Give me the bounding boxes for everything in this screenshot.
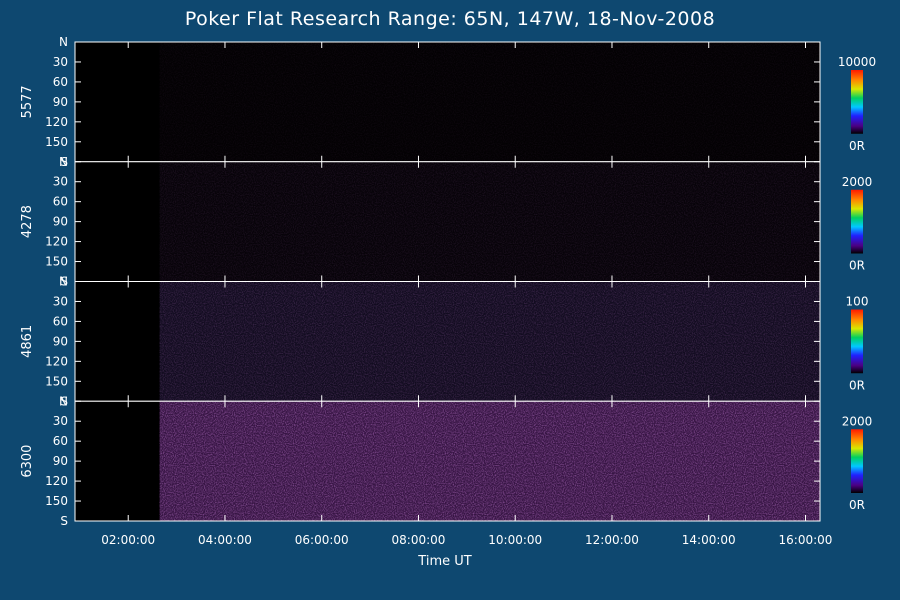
panel-wavelength-label: 4861: [20, 325, 35, 358]
colorbar-max-label: 2000: [842, 175, 873, 189]
panel-4861: N 30 60 90 120 150 S 4861 100 0R: [20, 275, 868, 409]
y-tick-label: 30: [53, 175, 68, 189]
y-tick-label: 150: [45, 374, 68, 388]
colorbar-max-label: 100: [846, 295, 869, 309]
panel-5577: N 30 60 90 120 150 S 5577 10000 0R: [20, 35, 876, 169]
y-tick-label: 60: [53, 75, 68, 89]
x-tick-label: 08:00:00: [392, 533, 446, 547]
y-tick-label: S: [60, 394, 68, 408]
y-tick-label: 60: [53, 434, 68, 448]
x-tick-label: 16:00:00: [779, 533, 833, 547]
panel-4278: N 30 60 90 120 150 S 4278 2000 0R: [20, 155, 872, 289]
colorbar: [851, 429, 863, 493]
emission-speckle: [159, 401, 821, 521]
y-tick-label: S: [60, 275, 68, 289]
colorbar-max-label: 10000: [838, 55, 876, 69]
panel-wavelength-label: 6300: [20, 445, 35, 478]
y-tick-label: S: [60, 514, 68, 528]
chart-title: Poker Flat Research Range: 65N, 147W, 18…: [184, 8, 716, 30]
x-tick-label: 10:00:00: [488, 533, 542, 547]
panel-wavelength-label: 5577: [20, 85, 35, 118]
colorbar: [851, 309, 863, 374]
y-tick-label: 60: [53, 195, 68, 209]
x-tick-label: 02:00:00: [101, 533, 155, 547]
y-tick-label: 60: [53, 314, 68, 328]
y-tick-label: 120: [45, 115, 68, 129]
y-tick-label: 90: [53, 215, 68, 229]
x-tick-label: 06:00:00: [295, 533, 349, 547]
y-tick-label: 150: [45, 135, 68, 149]
panel-6300: N 30 60 90 120 150 S 6300 2000 0R: [20, 394, 872, 528]
x-tick-label: 12:00:00: [585, 533, 639, 547]
x-tick-label: 04:00:00: [198, 533, 252, 547]
y-tick-label: S: [60, 155, 68, 169]
colorbar: [851, 189, 863, 254]
colorbar: [851, 70, 863, 134]
y-tick-label: 90: [53, 334, 68, 348]
colorbar-min-label: 0R: [849, 259, 865, 273]
x-tick-label: 14:00:00: [682, 533, 736, 547]
y-tick-label: 120: [45, 354, 68, 368]
y-tick-label: 90: [53, 95, 68, 109]
y-tick-label: 120: [45, 474, 68, 488]
colorbar-min-label: 0R: [849, 378, 865, 392]
colorbar-min-label: 0R: [849, 498, 865, 512]
panel-wavelength-label: 4278: [20, 205, 35, 238]
y-tick-label: N: [59, 275, 68, 289]
y-tick-label: 30: [53, 414, 68, 428]
emission-speckle: [159, 281, 821, 402]
y-tick-label: 150: [45, 494, 68, 508]
y-tick-label: 30: [53, 294, 68, 308]
emission-speckle: [159, 161, 821, 282]
colorbar-max-label: 2000: [842, 414, 873, 428]
y-tick-label: 90: [53, 454, 68, 468]
y-tick-label: 30: [53, 55, 68, 69]
x-axis-label: Time UT: [418, 554, 472, 569]
emission-speckle: [159, 42, 821, 162]
y-tick-label: 150: [45, 255, 68, 269]
colorbar-min-label: 0R: [849, 139, 865, 153]
y-tick-label: N: [59, 155, 68, 169]
y-tick-label: N: [59, 35, 68, 49]
y-tick-label: 120: [45, 235, 68, 249]
y-tick-label: N: [59, 394, 68, 408]
